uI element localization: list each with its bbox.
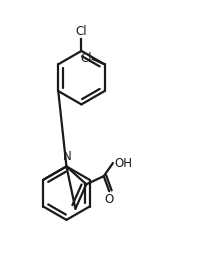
Text: N: N xyxy=(63,150,72,163)
Text: Cl: Cl xyxy=(80,52,92,66)
Text: Cl: Cl xyxy=(76,25,87,38)
Text: O: O xyxy=(105,194,114,206)
Text: OH: OH xyxy=(114,157,132,170)
